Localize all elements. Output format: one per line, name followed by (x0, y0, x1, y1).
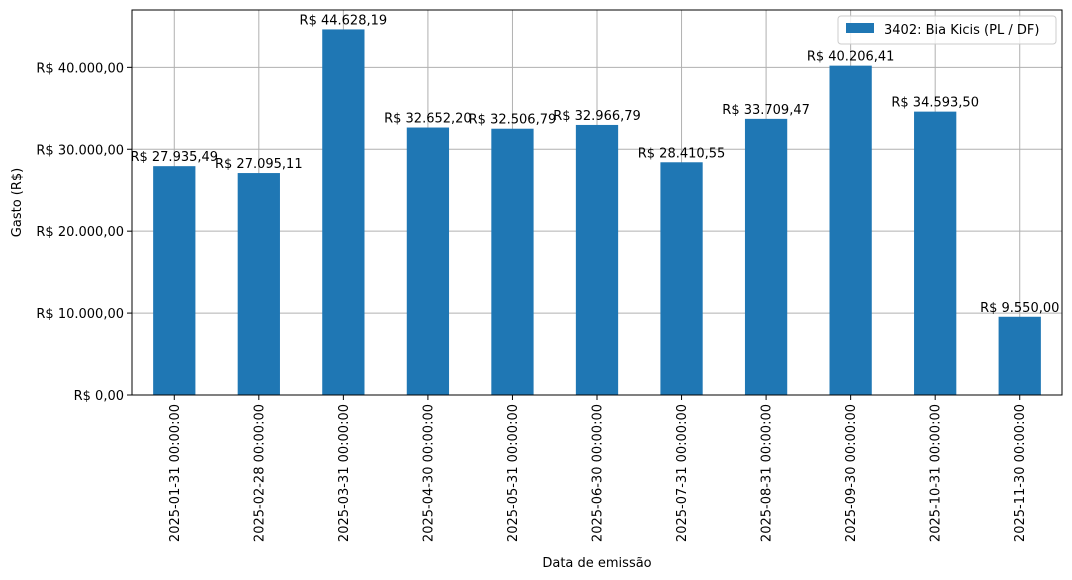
y-tick-label: R$ 40.000,00 (36, 61, 124, 76)
bar (829, 65, 872, 395)
bar-value-label: R$ 32.652,20 (384, 112, 472, 127)
x-tick-label: 2025-07-31 00:00:00 (675, 404, 690, 542)
x-tick-label: 2025-08-31 00:00:00 (760, 404, 775, 542)
legend-swatch (846, 23, 874, 33)
y-tick-label: R$ 10.000,00 (36, 307, 124, 322)
bar-value-label: R$ 40.206,41 (807, 50, 895, 65)
bar-value-label: R$ 44.628,19 (300, 13, 388, 28)
data-labels: R$ 27.935,49R$ 27.095,11 R$ 44.628,19 R$ 3… (130, 13, 1059, 315)
bar-value-label: R$ 9.550,00 (980, 301, 1059, 316)
bar (660, 162, 703, 395)
legend-label: 3402: Bia Kicis (PL / DF) (884, 23, 1039, 38)
x-axis-title: Data de emissão (542, 556, 651, 571)
bar-value-label: R$ 32.966,79 (553, 109, 641, 124)
y-axis-title: Gasto (R$) (10, 168, 25, 237)
bar (914, 111, 957, 395)
x-tick-label: 2025-06-30 00:00:00 (591, 404, 606, 542)
bar (406, 127, 450, 396)
bar-value-label: R$ 34.593,50 (891, 96, 979, 111)
x-tick-label: 2025-05-31 00:00:00 (506, 404, 521, 542)
bar (153, 166, 196, 395)
bar (322, 29, 365, 396)
x-tick-label: 2025-11-30 00:00:00 (1013, 404, 1028, 542)
x-tick-label: 2025-01-31 00:00:00 (168, 404, 183, 542)
y-tick-label: R$ 30.000,00 (36, 143, 124, 158)
x-tick-label: 2025-02-28 00:00:00 (252, 404, 267, 542)
x-tick-label: 2025-10-31 00:00:00 (929, 404, 944, 542)
bar (575, 124, 619, 396)
bar-value-label: R$ 27.935,49 (130, 150, 218, 165)
bar-value-label: R$ 32.506,79 (469, 113, 557, 128)
bar (237, 173, 280, 395)
bar-value-label: R$ 28.410,55 (638, 146, 726, 161)
bar (998, 316, 1041, 395)
y-axis: R$ 0,00 R$ 10.000,00 R$ 20.000,00 R$ 30.000… (36, 61, 132, 404)
y-tick-label: R$ 0,00 (74, 389, 124, 404)
legend: 3402: Bia Kicis (PL / DF) (837, 15, 1057, 45)
legend-box (837, 15, 1057, 45)
x-tick-label: 2025-09-30 00:00:00 (844, 404, 859, 542)
bars (153, 29, 1041, 396)
bar-value-label: R$ 27.095,11 (215, 157, 303, 172)
y-tick-label: R$ 20.000,00 (36, 225, 124, 240)
x-tick-label: 2025-03-31 00:00:00 (337, 404, 352, 542)
x-tick-label: 2025-04-30 00:00:00 (421, 404, 436, 542)
bar (491, 128, 534, 395)
bar-value-label: R$ 33.709,47 (722, 103, 810, 118)
x-axis: 2025-01-31 00:00:00 2025-02-28 00:00:00 20… (168, 395, 1028, 542)
bar (744, 118, 788, 395)
